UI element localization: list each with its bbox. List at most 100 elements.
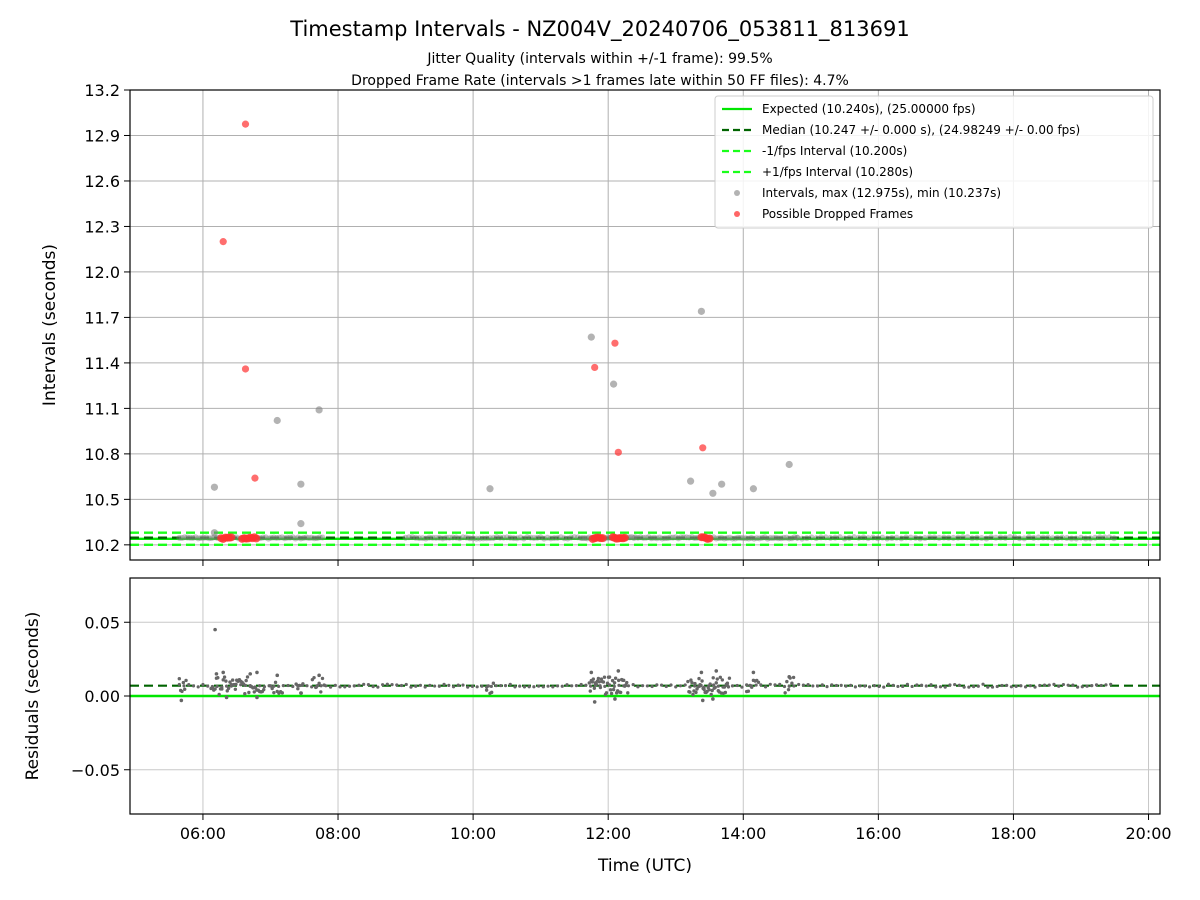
legend-label-expected: Expected (10.240s), (25.00000 fps) bbox=[762, 102, 976, 116]
interval-point bbox=[571, 534, 578, 541]
interval-point bbox=[557, 534, 564, 541]
residual-point bbox=[1071, 683, 1075, 687]
residual-point bbox=[674, 685, 678, 689]
residual-point bbox=[216, 676, 220, 680]
residual-point bbox=[494, 684, 498, 688]
residual-point bbox=[730, 684, 735, 688]
residual-point bbox=[725, 681, 730, 685]
residual-point bbox=[248, 672, 253, 676]
intervals-panel: 10.2 10.5 10.8 11.1 11.4 11.7 12.0 12.3 12.6 12.9… bbox=[40, 81, 1161, 566]
residual-point bbox=[664, 684, 668, 689]
interval-point bbox=[759, 534, 766, 541]
residual-point bbox=[688, 690, 692, 694]
chart-title: Timestamp Intervals - NZ004V_20240706_05… bbox=[289, 17, 909, 42]
interval-point bbox=[609, 380, 618, 388]
interval-point bbox=[691, 535, 698, 542]
interval-point bbox=[1002, 534, 1009, 541]
residual-point bbox=[1009, 685, 1014, 689]
residual-point bbox=[280, 691, 285, 695]
residual-point bbox=[584, 683, 588, 687]
residual-point bbox=[232, 682, 236, 687]
interval-point bbox=[537, 534, 544, 541]
residual-point bbox=[990, 685, 995, 689]
interval-point bbox=[1063, 535, 1070, 542]
residual-point bbox=[276, 684, 281, 689]
residual-point bbox=[513, 685, 517, 689]
residual-point bbox=[953, 682, 957, 687]
residual-point bbox=[574, 684, 579, 688]
interval-point bbox=[751, 535, 758, 542]
residual-point bbox=[711, 683, 716, 687]
residual-point bbox=[409, 685, 413, 689]
residual-point bbox=[607, 675, 612, 679]
interval-point bbox=[405, 534, 412, 541]
interval-point bbox=[869, 534, 876, 541]
residual-point bbox=[792, 684, 796, 688]
residual-point bbox=[312, 675, 316, 680]
interval-point bbox=[841, 535, 848, 542]
residual-point bbox=[1080, 685, 1084, 689]
residual-point bbox=[915, 683, 919, 687]
residual-point bbox=[686, 679, 690, 684]
residual-point bbox=[617, 683, 621, 687]
interval-point bbox=[748, 534, 755, 541]
residual-point bbox=[333, 683, 337, 687]
legend: Expected (10.240s), (25.00000 fps) Media… bbox=[714, 95, 1154, 229]
interval-point bbox=[936, 534, 943, 541]
residual-point bbox=[213, 627, 217, 632]
residual-point bbox=[877, 684, 881, 689]
interval-point bbox=[794, 534, 801, 541]
residual-point bbox=[603, 684, 607, 689]
residual-point bbox=[713, 685, 717, 690]
interval-point bbox=[574, 534, 581, 541]
interval-point bbox=[470, 535, 477, 542]
residual-point bbox=[702, 687, 706, 692]
residual-point bbox=[551, 685, 555, 689]
interval-point bbox=[564, 535, 571, 542]
residual-point bbox=[820, 683, 824, 687]
residual-point bbox=[428, 683, 432, 687]
interval-point bbox=[648, 535, 655, 542]
dropped-frame-point bbox=[614, 448, 622, 456]
residual-point bbox=[262, 687, 266, 692]
interval-point bbox=[640, 534, 647, 541]
interval-point bbox=[680, 534, 687, 541]
interval-point bbox=[584, 535, 591, 542]
residual-point bbox=[1033, 685, 1037, 689]
residuals-x-axis: 06:00 08:00 10:00 12:00 14:00 16:00 18:00 20:00 bbox=[180, 814, 1172, 843]
residual-point bbox=[1028, 684, 1032, 688]
x-tick-label: 12:00 bbox=[585, 824, 631, 843]
interval-point bbox=[278, 534, 285, 541]
interval-point bbox=[1082, 535, 1089, 542]
residual-point bbox=[286, 683, 290, 688]
interval-point bbox=[645, 534, 652, 541]
residual-point bbox=[715, 677, 719, 681]
residual-point bbox=[901, 684, 905, 689]
residual-point bbox=[291, 684, 295, 689]
interval-point bbox=[503, 534, 510, 541]
residual-point bbox=[206, 684, 210, 688]
legend-label-dropped: Possible Dropped Frames bbox=[762, 207, 913, 221]
residual-point bbox=[522, 685, 527, 689]
interval-point bbox=[1073, 535, 1080, 542]
interval-point bbox=[783, 534, 790, 541]
interval-point bbox=[1030, 534, 1037, 541]
x-tick-label: 16:00 bbox=[855, 824, 901, 843]
interval-point bbox=[453, 534, 460, 541]
interval-point bbox=[436, 534, 443, 541]
interval-point bbox=[1021, 535, 1028, 542]
residual-point bbox=[691, 692, 695, 697]
interval-point bbox=[921, 534, 928, 541]
interval-point bbox=[287, 534, 294, 541]
residual-point bbox=[867, 685, 872, 689]
interval-point bbox=[486, 485, 494, 493]
residual-point bbox=[217, 692, 221, 697]
residual-point bbox=[625, 680, 629, 685]
residual-point bbox=[196, 685, 200, 689]
residual-point bbox=[179, 698, 184, 703]
residual-point bbox=[751, 670, 756, 675]
residual-point bbox=[503, 683, 508, 688]
interval-point bbox=[940, 534, 947, 541]
interval-point bbox=[262, 534, 269, 541]
legend-label-median: Median (10.247 +/- 0.000 s), (24.98249 +… bbox=[762, 123, 1080, 137]
